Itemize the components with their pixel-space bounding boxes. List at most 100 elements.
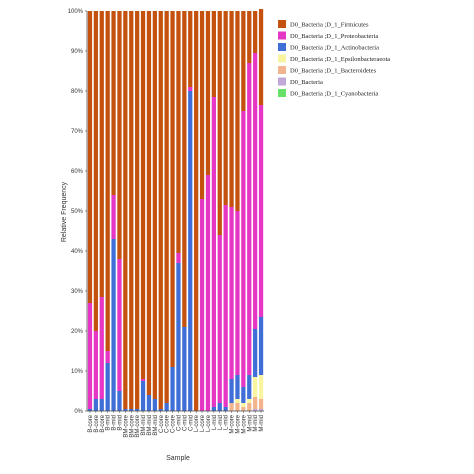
bar-segment-25-4 [235, 375, 240, 399]
y-tick-label: 30% [71, 289, 84, 295]
bar-segment-28-2 [253, 397, 258, 409]
x-tick-label: C-mid [176, 415, 182, 431]
y-axis-title: Relative Frequency [61, 181, 68, 242]
x-tick-label: C-core [165, 414, 171, 433]
bar-segment-29-4 [258, 317, 264, 375]
legend-label: D0_Bacteria ;D_1_Actinobacteria [290, 45, 379, 52]
legend-label: D0_Bacteria ;D_1_Bacteroidetes [290, 68, 377, 75]
y-tick-label: 60% [71, 169, 84, 175]
x-tick-label: C-core [171, 414, 177, 433]
bar-segment-17-6 [188, 11, 193, 87]
bar-segment-21-4 [211, 407, 216, 411]
bar-segment-26-4 [241, 387, 246, 403]
bar-segment-5-4 [117, 391, 122, 411]
bar-segment-2-5 [99, 297, 104, 399]
bar-segment-21-6 [211, 11, 216, 97]
bar-segment-0-6 [87, 11, 93, 303]
y-tick-label: 10% [71, 369, 84, 375]
bar-segment-1-4 [93, 399, 98, 411]
bar-segment-10-6 [146, 11, 152, 395]
bar-segment-7-6 [129, 11, 134, 409]
bar-segment-9-6 [140, 11, 146, 379]
bar-segment-15-4 [176, 263, 181, 411]
bar-segment-29-2 [258, 399, 264, 409]
x-tick-label: M-core [235, 414, 241, 433]
x-tick-label: BM-core [129, 414, 135, 437]
bar-segment-22-6 [217, 11, 222, 235]
legend-swatch [278, 20, 286, 28]
bar-segment-8-6 [135, 11, 140, 409]
bar-segment-1-5 [93, 331, 98, 399]
x-tick-label: L-core [194, 414, 200, 432]
bar-segment-29-5 [258, 105, 264, 317]
bar-segment-12-6 [158, 11, 163, 409]
bar-segment-28-3 [253, 377, 258, 397]
bar-segment-12-4 [158, 409, 163, 411]
legend-label: D0_Bacteria ;D_1_Epsilonbacteraeota [290, 56, 390, 63]
bar-segment-24-4 [229, 379, 234, 403]
legend-swatch [278, 66, 286, 74]
bar-segment-14-6 [170, 11, 175, 367]
x-tick-label: L-mid [212, 415, 218, 430]
legend-swatch [278, 54, 286, 63]
x-tick-label: B-core [88, 414, 94, 432]
y-ticks: 0% 10% 20% 30% 40% 50% 60% 70% 80% 90% 100% [68, 9, 87, 415]
x-tick-label: B-mid [112, 415, 118, 431]
bar-segment-27-6 [247, 11, 252, 63]
bar-segment-19-5 [199, 199, 205, 411]
bar-segment-6-4 [123, 409, 128, 411]
bar-segment-14-4 [170, 367, 175, 411]
bar-segment-23-4 [223, 407, 228, 411]
x-axis-title: Sample [166, 455, 190, 462]
bar-segment-6-6 [123, 11, 128, 409]
y-tick-label: 100% [68, 9, 84, 15]
x-tick-label: M-mid [259, 415, 265, 432]
bar-segment-11-4 [152, 399, 157, 411]
x-tick-label: B-core [100, 414, 106, 432]
bar-segment-16-6 [182, 11, 187, 327]
bar-segment-26-2 [241, 407, 246, 411]
bar-segment-1-6 [93, 11, 98, 331]
bar-segment-15-6 [176, 11, 181, 253]
legend-swatch [278, 43, 286, 51]
bar-segment-24-2 [229, 403, 234, 411]
bar-segment-28-6 [253, 11, 258, 53]
bar-segment-13-4 [164, 403, 169, 411]
bar-segment-20-5 [205, 175, 211, 411]
y-tick-label: 50% [71, 209, 84, 215]
x-tick-label: L-mid [224, 415, 230, 430]
bars-group [87, 9, 264, 411]
bar-segment-17-4 [188, 91, 193, 411]
x-tick-label: BM-core [123, 414, 129, 437]
legend-swatch [278, 77, 286, 86]
bar-segment-29-6 [258, 9, 264, 105]
x-tick-label: M-mid [247, 415, 253, 432]
bar-segment-20-6 [205, 11, 211, 175]
x-tick-label: C-mid [182, 415, 188, 431]
bar-segment-4-5 [111, 195, 116, 239]
x-tick-label: M-core [241, 414, 247, 433]
x-tick-label: B-core [94, 414, 100, 432]
bar-segment-23-5 [223, 205, 228, 407]
bar-segment-13-6 [164, 11, 169, 403]
bar-segment-22-5 [217, 235, 222, 403]
bar-segment-9-4 [140, 381, 146, 411]
x-tick-label: C-core [159, 414, 165, 433]
x-tick-label: B-mid [106, 415, 112, 431]
bar-segment-26-5 [241, 111, 246, 387]
bar-segment-19-6 [199, 11, 205, 199]
legend-swatch [278, 31, 286, 40]
bar-segment-28-4 [253, 329, 258, 377]
bar-segment-29-3 [258, 375, 264, 399]
x-tick-label: C-mid [188, 415, 194, 431]
bar-segment-25-5 [235, 211, 240, 375]
x-tick-label: BM-mid [141, 415, 147, 436]
bar-segment-27-2 [247, 403, 252, 411]
bar-segment-27-3 [247, 399, 252, 403]
y-tick-label: 70% [71, 129, 84, 135]
legend-label: D0_Bacteria ;D_1_Cyanobacteria [290, 91, 378, 98]
legend-label: D0_Bacteria ;D_1_Firmicutes [290, 22, 369, 29]
bar-segment-5-5 [117, 259, 122, 391]
x-tick-label: B-mid [117, 415, 123, 431]
